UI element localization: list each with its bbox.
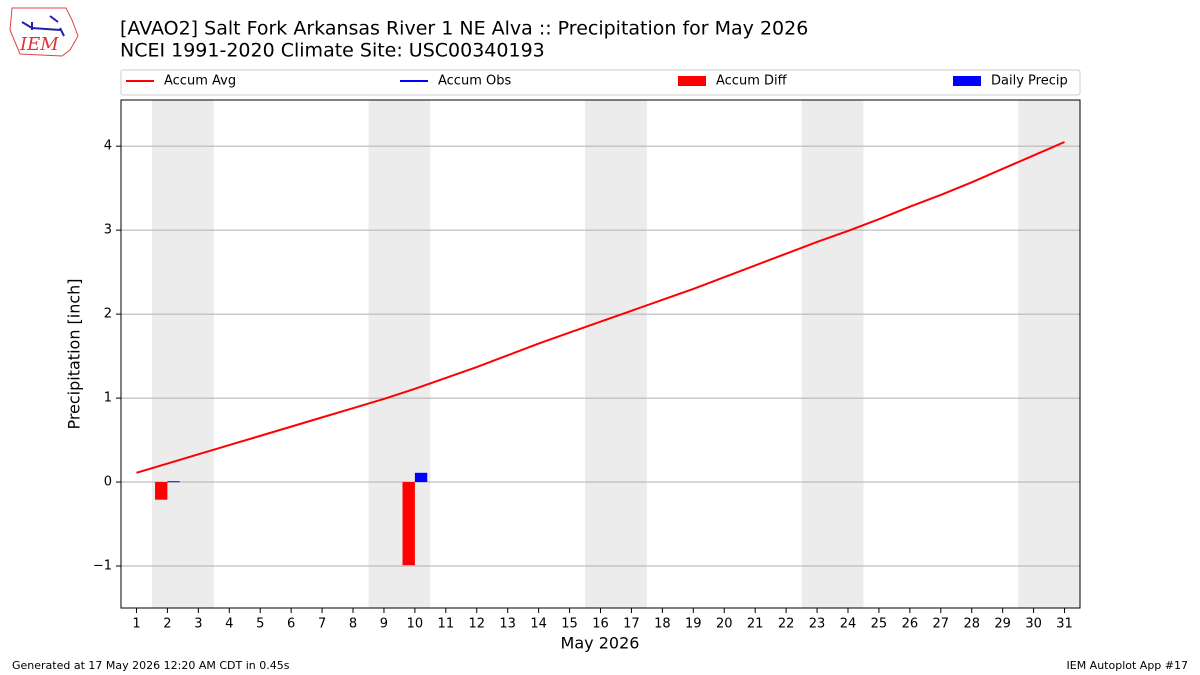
x-tick-label: 23 xyxy=(809,617,826,632)
x-tick-label: 18 xyxy=(654,617,671,632)
bar xyxy=(414,472,428,483)
legend-label: Accum Avg xyxy=(164,74,236,89)
x-tick-label: 2 xyxy=(163,617,171,632)
x-tick-label: 4 xyxy=(225,617,233,632)
x-tick-label: 28 xyxy=(963,617,980,632)
x-tick-label: 29 xyxy=(994,617,1011,632)
x-tick-label: 9 xyxy=(380,617,388,632)
chart-subtitle: NCEI 1991-2020 Climate Site: USC00340193 xyxy=(120,40,545,62)
x-tick-label: 26 xyxy=(902,617,919,632)
legend-swatch xyxy=(678,76,706,86)
legend-label: Daily Precip xyxy=(991,74,1068,89)
x-tick-label: 7 xyxy=(318,617,326,632)
legend-label: Accum Obs xyxy=(438,74,511,89)
logo-outline xyxy=(9,7,79,57)
weekend-shade xyxy=(151,100,214,608)
y-tick-label: 0 xyxy=(104,475,112,490)
x-tick-label: 3 xyxy=(194,617,202,632)
bar xyxy=(167,481,180,483)
y-tick-label: 2 xyxy=(104,307,112,322)
x-tick-label: 5 xyxy=(256,617,264,632)
footer-right: IEM Autoplot App #17 xyxy=(1067,659,1189,672)
legend-label: Accum Diff xyxy=(716,74,788,89)
chart-title: [AVAO2] Salt Fork Arkansas River 1 NE Al… xyxy=(120,18,808,40)
y-tick-label: 4 xyxy=(104,139,112,154)
legend-box xyxy=(120,69,1081,96)
x-tick-label: 30 xyxy=(1025,617,1042,632)
logo-text: IEM xyxy=(19,34,59,55)
logo: IEM xyxy=(9,7,79,57)
x-tick-label: 6 xyxy=(287,617,295,632)
weekend-shade xyxy=(368,100,431,608)
x-tick-label: 16 xyxy=(592,617,609,632)
logo-icon xyxy=(21,15,65,37)
x-tick-label: 31 xyxy=(1056,617,1073,632)
weekend-shade xyxy=(801,100,864,608)
bar xyxy=(402,482,415,566)
y-axis-label: Precipitation [inch] xyxy=(65,278,84,429)
x-tick-label: 21 xyxy=(747,617,764,632)
x-tick-label: 14 xyxy=(530,617,547,632)
y-tick-label: 3 xyxy=(104,223,112,238)
x-tick-label: 12 xyxy=(468,617,485,632)
x-tick-label: 8 xyxy=(349,617,357,632)
x-tick-label: 11 xyxy=(438,617,455,632)
x-tick-label: 27 xyxy=(933,617,950,632)
series-line xyxy=(136,141,1065,474)
x-tick-label: 1 xyxy=(132,617,140,632)
x-tick-label: 17 xyxy=(623,617,640,632)
x-tick-label: 19 xyxy=(685,617,702,632)
x-tick-label: 25 xyxy=(871,617,888,632)
x-tick-label: 22 xyxy=(778,617,795,632)
footer-left: Generated at 17 May 2026 12:20 AM CDT in… xyxy=(12,659,290,672)
weekend-shade xyxy=(585,100,647,608)
x-tick-label: 10 xyxy=(407,617,424,632)
plot-frame xyxy=(120,99,1081,609)
y-tick-label: 1 xyxy=(104,391,112,406)
x-axis-label: May 2026 xyxy=(561,634,640,653)
x-tick-label: 15 xyxy=(561,617,578,632)
bar xyxy=(155,482,168,500)
legend-swatch xyxy=(953,76,981,86)
x-tick-label: 20 xyxy=(716,617,733,632)
x-tick-label: 24 xyxy=(840,617,857,632)
y-tick-label: −1 xyxy=(93,559,112,574)
weekend-shade xyxy=(1018,100,1080,608)
x-tick-label: 13 xyxy=(499,617,516,632)
